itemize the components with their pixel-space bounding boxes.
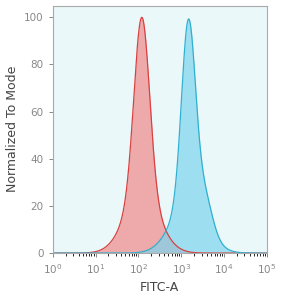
X-axis label: FITC-A: FITC-A <box>140 281 179 294</box>
Y-axis label: Normalized To Mode: Normalized To Mode <box>6 66 19 193</box>
